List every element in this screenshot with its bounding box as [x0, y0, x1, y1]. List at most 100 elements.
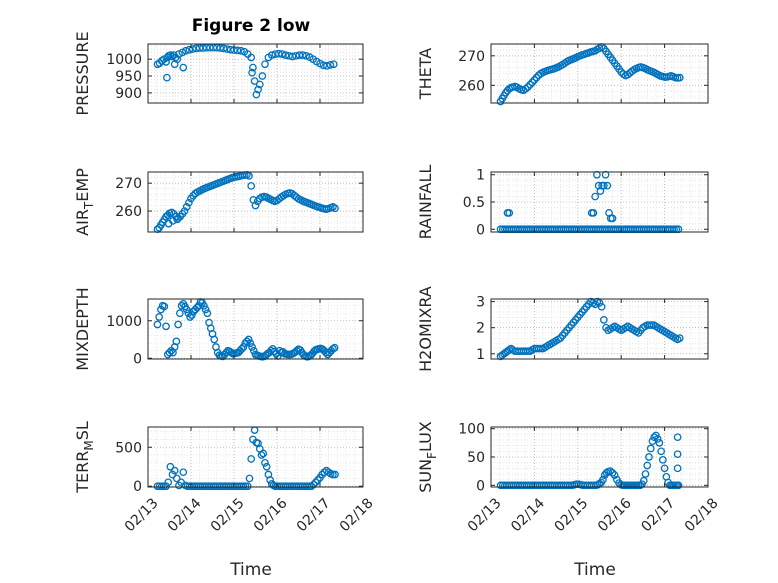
sun-flux-data-point: [639, 476, 648, 485]
mixdepth-data-point: [201, 305, 210, 314]
mixdepth-data-point: [330, 343, 339, 352]
terr-msl-y-tick-label: 500: [115, 440, 142, 456]
terr-msl-data-point: [239, 482, 248, 491]
air-temp-y-tick-label: 270: [115, 176, 142, 192]
pressure-data-point: [249, 63, 257, 72]
mixdepth-y-tick-label: 0: [133, 351, 142, 367]
mixdepth-data-point: [244, 335, 253, 344]
pressure-data-point: [237, 46, 245, 55]
pressure-data-point: [267, 51, 276, 59]
air-temp-data-point: [251, 201, 260, 210]
mixdepth-data-point: [153, 320, 162, 329]
pressure-data-point: [157, 57, 166, 65]
subplot-h2omixra: 1 2 3 H2OMIXRA: [416, 286, 709, 372]
theta-data-point: [528, 78, 537, 87]
terr-msl-axes-box: [147, 426, 364, 488]
mixdepth-data-point: [175, 309, 184, 318]
air-temp-axes-box: [147, 171, 364, 233]
terr-msl-data-point: [311, 478, 320, 487]
pressure-data-point: [323, 62, 331, 70]
pressure-data-point: [281, 51, 290, 59]
sun-flux-data-point: [659, 455, 667, 464]
sun-flux-data-point: [673, 481, 682, 490]
sun-flux-data-point: [641, 470, 650, 478]
sun-flux-data-point: [673, 450, 682, 459]
subplot-rainfall: 0 0.5 1 RAINFALL: [416, 165, 709, 239]
sun-flux-data-point: [646, 444, 655, 453]
mixdepth-data-point: [177, 301, 186, 310]
mixdepth-data-point: [200, 301, 208, 310]
subplot-mixdepth: 0 1000 MIXDEPTH: [73, 287, 364, 371]
sun-flux-data-point: [643, 461, 652, 470]
pressure-y-tick-label: 950: [115, 69, 142, 85]
rainfall-y-tick-label: 0: [476, 222, 485, 238]
theta-data-point: [526, 80, 534, 89]
x-axis-label-right: Time: [573, 560, 616, 580]
h2omixra-y-tick-label: 2: [476, 321, 485, 337]
mixdepth-data-point: [186, 313, 194, 321]
terr-msl-data-point: [243, 482, 252, 491]
pressure-data-point: [181, 46, 190, 55]
rainfall-y-tick-label: 0.5: [463, 195, 485, 211]
pressure-data-point: [288, 52, 297, 61]
mixdepth-y-axis-label: MIXDEPTH: [73, 287, 92, 370]
sun-flux-data-point: [606, 467, 615, 475]
h2omixra-data-point: [647, 321, 656, 329]
terr-msl-y-axis-label: TERRMSL: [73, 421, 96, 494]
mixdepth-data-point: [188, 311, 196, 319]
pressure-y-tick-label: 1000: [106, 52, 142, 68]
mixdepth-data-point: [193, 303, 201, 312]
pressure-data-point: [248, 68, 256, 77]
sun-flux-data-point: [657, 447, 665, 456]
figure-title: Figure 2 low: [192, 16, 311, 36]
terr-msl-data-point: [262, 462, 271, 471]
sun-flux-data-point: [655, 438, 664, 447]
terr-msl-data-point: [170, 466, 179, 475]
air-temp-data-point: [247, 182, 256, 190]
terr-msl-data-point: [257, 451, 266, 459]
sun-flux-data-point: [599, 475, 607, 484]
rainfall-data-point: [603, 181, 612, 190]
pressure-data-point: [162, 58, 170, 66]
pressure-data-point: [326, 61, 335, 69]
rainfall-data-point: [591, 192, 600, 201]
mixdepth-y-tick-label: 1000: [106, 314, 142, 330]
mixdepth-data-point: [162, 322, 170, 331]
pressure-data-point: [255, 80, 264, 89]
mixdepth-data-point: [172, 337, 181, 346]
h2omixra-data-point: [537, 344, 545, 353]
sun-flux-data-point: [673, 464, 682, 473]
theta-data-point: [532, 73, 541, 82]
pressure-data-point: [258, 72, 267, 80]
mixdepth-data-point: [239, 343, 248, 351]
sun-flux-y-tick-label: 50: [467, 450, 485, 466]
terr-msl-data-point: [164, 478, 173, 487]
mixdepth-data-point: [248, 343, 256, 351]
theta-axes-box: [490, 43, 709, 104]
sun-flux-data-point: [608, 468, 617, 477]
air-temp-data-point: [173, 215, 182, 224]
air-temp-y-tick-label: 260: [115, 204, 142, 220]
pressure-data-point: [252, 90, 261, 99]
terr-msl-data-point: [261, 458, 269, 467]
terr-msl-data-point: [259, 449, 268, 458]
rainfall-data-point: [599, 181, 608, 190]
sun-flux-data-point: [653, 435, 662, 443]
h2omixra-data-point: [524, 347, 532, 356]
pressure-data-point: [261, 60, 269, 69]
air-temp-y-axis-label: AIRTEMP: [73, 168, 96, 236]
pressure-data-point: [254, 85, 262, 94]
h2omixra-data-point: [675, 334, 684, 342]
pressure-data-point: [298, 51, 307, 59]
rainfall-data-point: [589, 209, 598, 217]
terr-msl-data-point: [241, 482, 250, 491]
h2omixra-y-tick-label: 3: [476, 295, 485, 311]
pressure-y-tick-label: 900: [115, 86, 142, 102]
mixdepth-data-point: [329, 345, 337, 353]
pressure-data-point: [233, 46, 242, 55]
theta-data-point: [675, 73, 684, 82]
sun-flux-y-axis-label: SUNFLUX: [416, 421, 439, 493]
air-temp-data-point: [182, 203, 191, 211]
terr-msl-data-point: [166, 462, 175, 471]
air-temp-data-point: [245, 172, 253, 180]
